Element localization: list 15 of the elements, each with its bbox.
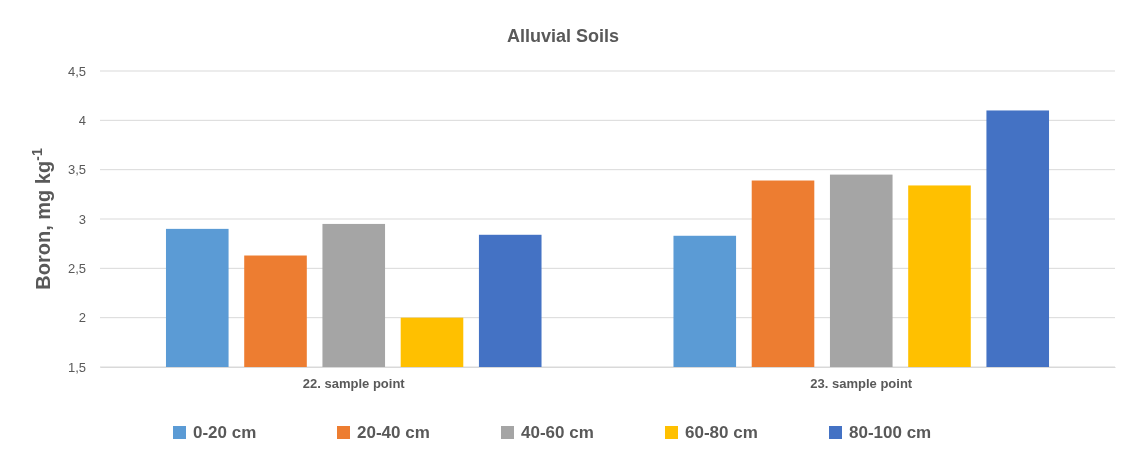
- legend-label: 40-60 cm: [521, 423, 594, 442]
- x-tick-label: 23. sample point: [810, 376, 913, 392]
- y-tick-label: 2,5: [67, 260, 86, 276]
- legend-label: 20-40 cm: [357, 423, 430, 442]
- y-tick-label: 3,5: [67, 162, 86, 178]
- chart-title: Alluvial Soils: [506, 26, 620, 46]
- legend-label: 0-20 cm: [193, 423, 257, 442]
- x-tick-label: 22. sample point: [302, 376, 406, 392]
- y-tick-label: 2: [78, 310, 86, 326]
- y-tick-label: 4,5: [67, 63, 86, 79]
- y-tick-label: 4: [78, 112, 86, 128]
- y-tick-label: 3: [78, 211, 86, 227]
- y-tick-label: 1,5: [67, 359, 86, 375]
- legend-label: 80-100 cm: [849, 423, 932, 442]
- legend-label: 60-80 cm: [685, 423, 758, 442]
